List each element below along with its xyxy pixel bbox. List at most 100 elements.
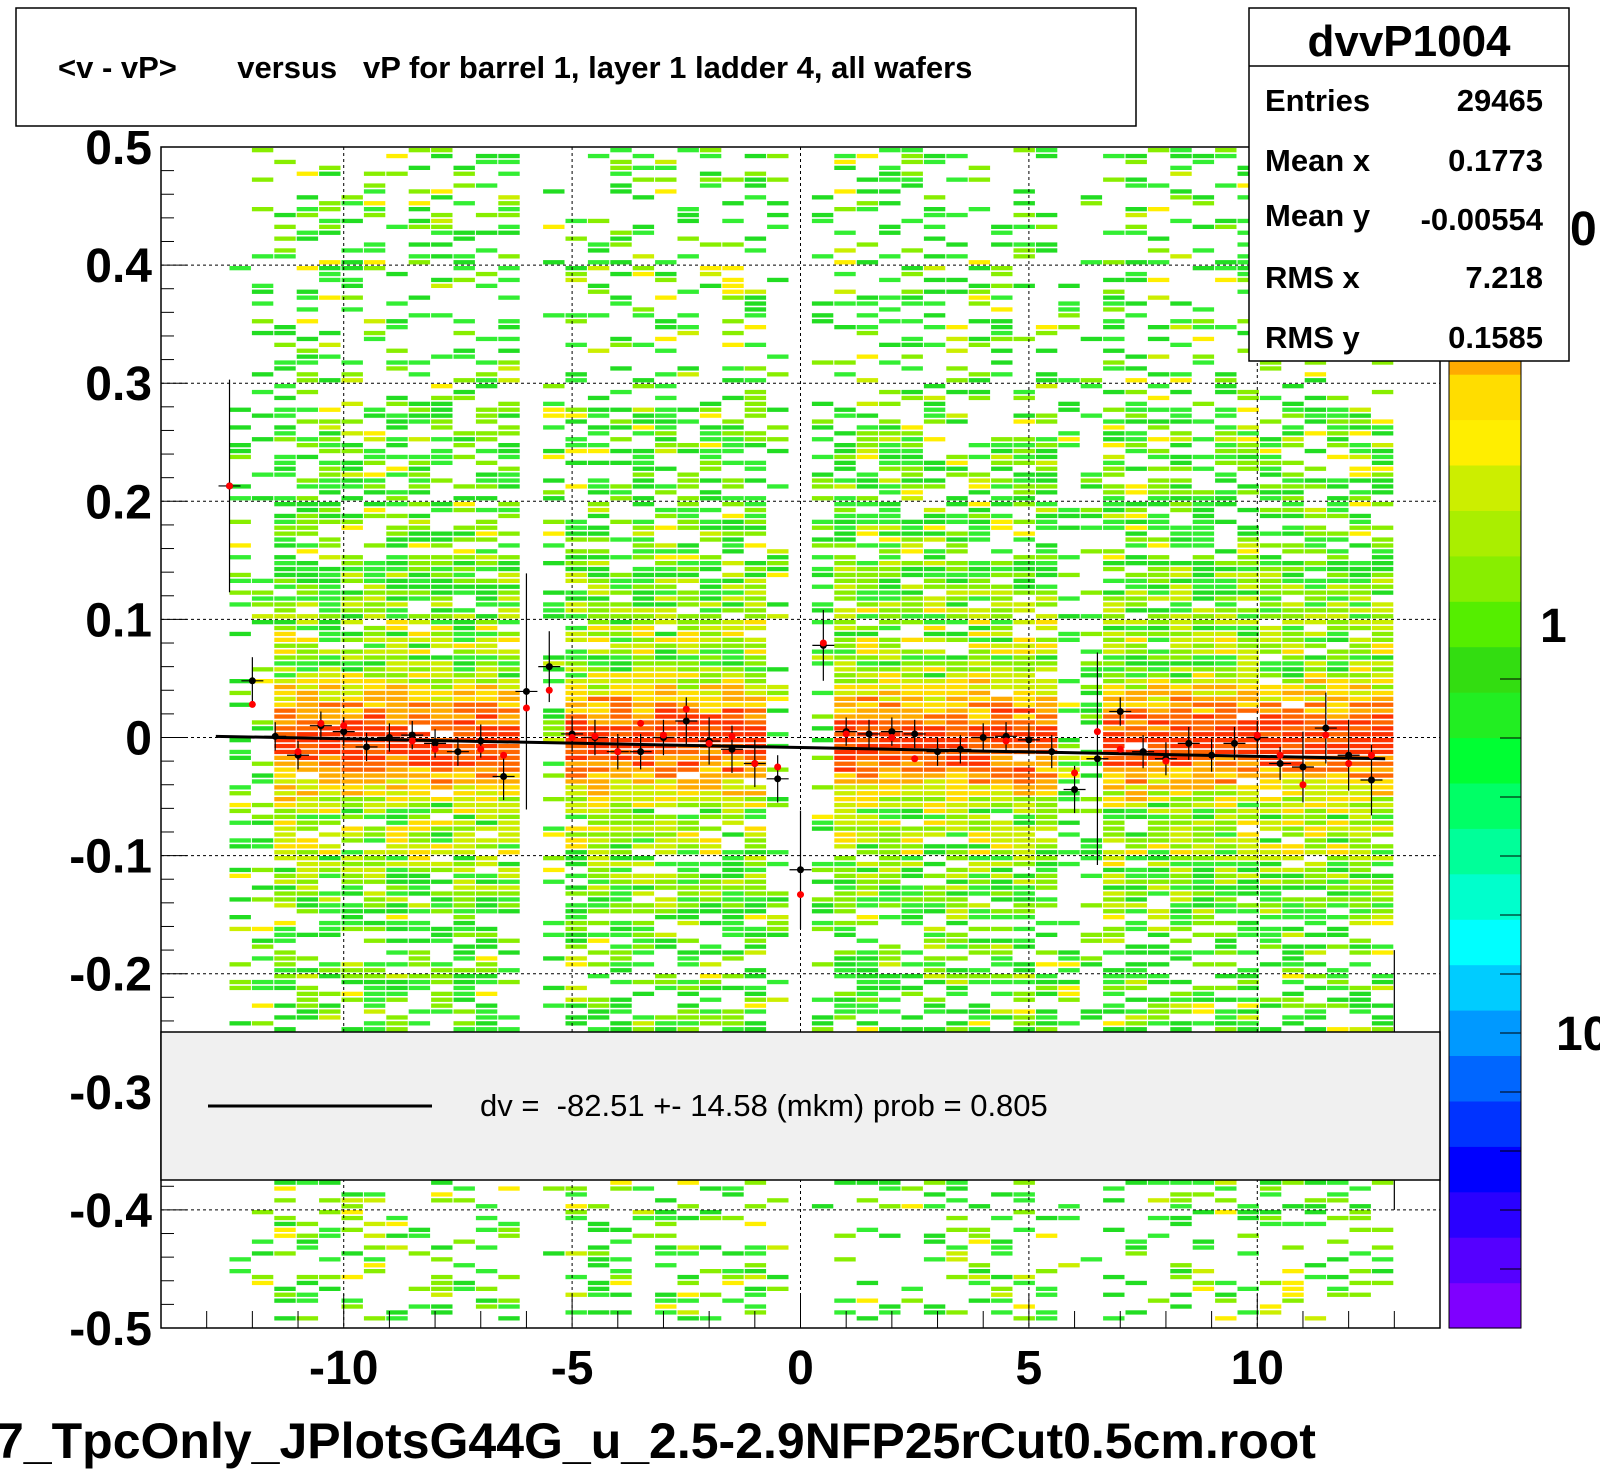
colorbar-segment — [1449, 1237, 1521, 1284]
colorbar-segment — [1449, 465, 1521, 511]
profile-point-black — [522, 687, 530, 695]
profile-point-black — [248, 677, 256, 685]
profile-point-red — [911, 755, 919, 763]
profile-point-black — [1048, 748, 1056, 756]
colorbar-segment — [1449, 737, 1521, 784]
profile-point-red — [568, 734, 576, 741]
profile-point-red — [774, 763, 782, 771]
profile-point-red — [1162, 757, 1170, 765]
stats-value: 0.1773 — [1448, 143, 1543, 178]
colorbar-label: 1 — [1540, 600, 1567, 653]
profile-point-red — [1071, 769, 1079, 777]
footer-filename: 7_TpcOnly_JPlotsG44G_u_2.5-2.9NFP25rCut0… — [0, 1413, 1316, 1469]
color-bar: 0 1 10 — [1448, 146, 1600, 1329]
profile-point-red — [1116, 745, 1124, 753]
profile-point-black — [1185, 739, 1193, 747]
profile-point-red — [1322, 731, 1330, 739]
profile-point-black — [545, 663, 553, 671]
profile-point-black — [1367, 776, 1375, 784]
profile-point-red — [614, 748, 622, 756]
stats-label: Mean x — [1265, 143, 1371, 178]
stats-label: Mean y — [1265, 198, 1371, 233]
y-tick-label: -0.5 — [69, 1303, 152, 1356]
profile-point-black — [385, 734, 393, 741]
profile-point-red — [888, 734, 896, 741]
profile-point-red — [705, 739, 713, 747]
colorbar-segment — [1449, 1055, 1521, 1102]
profile-point-black — [1208, 751, 1216, 759]
y-tick-label: -0.1 — [69, 831, 152, 884]
profile-point-red — [591, 732, 599, 740]
profile-point-black — [774, 775, 782, 783]
profile-point-black — [888, 728, 896, 736]
colorbar-segment — [1449, 510, 1521, 557]
colorbar-segment — [1449, 964, 1521, 1011]
profile-point-red — [1093, 728, 1101, 736]
profile-point-black — [1139, 748, 1147, 756]
colorbar-segment — [1449, 828, 1521, 875]
colorbar-label: 10 — [1556, 1008, 1600, 1061]
profile-point-black — [454, 748, 462, 756]
y-tick-label: 0.2 — [85, 476, 152, 529]
profile-point-red — [500, 751, 508, 759]
y-tick-label: 0.4 — [85, 240, 152, 293]
colorbar-segment — [1449, 782, 1521, 829]
profile-point-black — [1093, 755, 1101, 763]
profile-point-red — [797, 891, 804, 899]
y-tick-label: 0.1 — [85, 594, 152, 647]
x-tick-label: -10 — [309, 1342, 378, 1395]
profile-point-black — [1116, 708, 1124, 716]
x-tick-label: 5 — [1016, 1342, 1043, 1395]
profile-point-black — [1071, 785, 1079, 793]
profile-point-red — [545, 686, 553, 694]
profile-point-black — [911, 730, 919, 738]
profile-point-red — [226, 482, 234, 490]
stats-label: RMS y — [1265, 320, 1361, 355]
profile-point-black — [865, 730, 873, 738]
profile-point-red — [819, 639, 827, 647]
stats-value: -0.00554 — [1421, 202, 1544, 237]
axes: -0.5 -0.4 -0.3 -0.2 -0.1 0 0.1 0.2 0.3 0.4 0.5 -10 -… — [69, 122, 1395, 1395]
profile-point-red — [1253, 731, 1261, 739]
profile-point-red — [1299, 781, 1307, 789]
profile-point-red — [522, 704, 530, 712]
profile-point-black — [797, 866, 804, 874]
profile-point-black — [1299, 763, 1307, 771]
y-tick-label: 0 — [125, 713, 152, 766]
profile-point-red — [728, 732, 736, 740]
colorbar-segment — [1449, 1100, 1521, 1147]
profile-point-red — [340, 722, 348, 730]
profile-point-red — [682, 705, 690, 713]
profile-point-black — [1322, 724, 1330, 732]
stats-label: Entries — [1265, 83, 1370, 118]
profile-point-red — [637, 719, 645, 727]
stats-value: 7.218 — [1465, 260, 1543, 295]
x-tick-label: -5 — [551, 1342, 594, 1395]
y-tick-label: -0.4 — [69, 1185, 152, 1238]
profile-point-black — [728, 745, 736, 753]
colorbar-segment — [1449, 873, 1521, 920]
chart-title: <v - vP> versus vP for barrel 1, layer 1… — [58, 50, 972, 85]
profile-point-black — [1345, 751, 1353, 759]
colorbar-segment — [1449, 1146, 1521, 1193]
profile-point-red — [431, 745, 439, 753]
colorbar-segment — [1449, 601, 1521, 648]
profile-point-black — [979, 734, 987, 741]
stats-label: RMS x — [1265, 260, 1361, 295]
y-tick-label: 0.3 — [85, 358, 152, 411]
profile-point-black — [682, 717, 690, 725]
profile-point-black — [408, 731, 416, 739]
colorbar-segment — [1449, 419, 1521, 466]
profile-point-red — [477, 745, 485, 753]
profile-point-black — [1025, 736, 1033, 744]
profile-point-black — [956, 745, 964, 753]
profile-point-black — [340, 728, 348, 736]
profile-point-red — [317, 719, 325, 727]
stats-box — [1248, 7, 1570, 362]
colorbar-segment — [1449, 1282, 1521, 1329]
colorbar-segment — [1449, 646, 1521, 693]
colorbar-label: 0 — [1570, 203, 1597, 256]
profile-point-black — [1230, 739, 1238, 747]
colorbar-segment — [1449, 374, 1521, 421]
